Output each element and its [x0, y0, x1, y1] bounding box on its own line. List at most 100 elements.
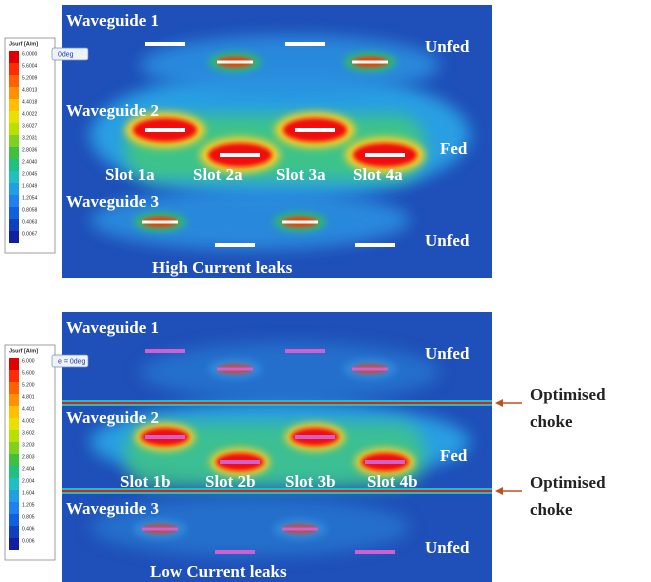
waveguide-label: Waveguide 3 [66, 192, 159, 211]
feed-state: Fed [440, 139, 468, 158]
waveguide-label: Waveguide 3 [66, 499, 159, 518]
view-tab-label: e = 0deg [58, 358, 86, 365]
annotation: Optimised [530, 385, 606, 404]
legend-swatch [9, 514, 19, 526]
waveguide-label: Waveguide 1 [66, 11, 159, 30]
slot [282, 527, 318, 531]
slot [355, 550, 395, 554]
legend-label: 0.805 [22, 514, 35, 520]
slot [215, 550, 255, 554]
field-region [125, 422, 425, 487]
legend-swatch [9, 454, 19, 466]
caption: High Current leaks [152, 258, 293, 277]
legend-label: 3.2031 [22, 135, 38, 141]
legend-swatch [9, 63, 19, 75]
feed-state: Unfed [425, 344, 470, 363]
slot-label: Slot 2b [205, 472, 256, 491]
legend-swatch [9, 442, 19, 454]
slot [282, 220, 318, 224]
legend-label: 2.404 [22, 466, 35, 472]
field-region [140, 35, 440, 95]
annotation: choke [530, 500, 573, 519]
slot [285, 349, 325, 353]
panel: Jsurf [A/m] 6.0000 5.6004 5.2009 4.8013 4.401… [4, 5, 492, 278]
slot [217, 367, 253, 371]
legend-label: 2.004 [22, 478, 35, 484]
legend-label: 5.2009 [22, 75, 38, 81]
heatmap [90, 35, 470, 250]
legend-swatch [9, 219, 19, 231]
legend-label: 0.0067 [22, 231, 38, 237]
legend-swatch [9, 526, 19, 538]
legend-swatch [9, 394, 19, 406]
legend-label: 6.0000 [22, 51, 38, 57]
legend-label: 0.8058 [22, 207, 38, 213]
slot [352, 60, 388, 64]
legend-label: 0.406 [22, 526, 35, 532]
legend-label: 4.002 [22, 418, 35, 424]
feed-state: Fed [440, 446, 468, 465]
legend-swatch [9, 430, 19, 442]
legend-swatch [9, 123, 19, 135]
feed-state: Unfed [425, 37, 470, 56]
legend-title: Jsurf [A/m] [9, 348, 38, 354]
slot [220, 460, 260, 464]
arrow-head [495, 399, 503, 407]
slot [352, 367, 388, 371]
legend-label: 6.000 [22, 358, 35, 364]
slot [142, 220, 178, 224]
field-region [90, 497, 410, 557]
legend-label: 4.401 [22, 406, 35, 412]
legend-label: 3.203 [22, 442, 35, 448]
caption: Low Current leaks [150, 562, 287, 581]
slot-label: Slot 3a [276, 165, 326, 184]
legend-label: 4.801 [22, 394, 35, 400]
legend-swatch [9, 358, 19, 370]
legend-swatch [9, 490, 19, 502]
slot [295, 435, 335, 439]
legend-label: 4.0022 [22, 111, 38, 117]
slot [295, 128, 335, 132]
legend-label: 2.803 [22, 454, 35, 460]
slot [145, 128, 185, 132]
waveguide-label: Waveguide 2 [66, 101, 159, 120]
field-region [140, 342, 440, 402]
annotation: Optimised [530, 473, 606, 492]
legend-label: 4.8013 [22, 87, 38, 93]
slot [355, 243, 395, 247]
legend-swatch [9, 135, 19, 147]
legend-label: 1.604 [22, 490, 35, 496]
legend-swatch [9, 99, 19, 111]
slot-label: Slot 3b [285, 472, 336, 491]
slot [145, 42, 185, 46]
slot [365, 153, 405, 157]
legend-swatch [9, 207, 19, 219]
legend-swatch [9, 406, 19, 418]
legend-swatch [9, 370, 19, 382]
legend-swatch [9, 502, 19, 514]
heatmap [62, 342, 492, 557]
legend-swatch [9, 231, 19, 243]
slot-label: Slot 1b [120, 472, 171, 491]
legend-label: 4.4018 [22, 99, 38, 105]
slot [217, 60, 253, 64]
legend-label: 1.6049 [22, 183, 38, 189]
legend-label: 5.600 [22, 370, 35, 376]
legend-label: 5.6004 [22, 63, 38, 69]
legend-label: 0.006 [22, 538, 35, 544]
legend-label: 1.2054 [22, 195, 38, 201]
slot [220, 153, 260, 157]
legend-swatch [9, 51, 19, 63]
legend-label: 0.4063 [22, 219, 38, 225]
view-tab [51, 354, 89, 368]
annotation: choke [530, 412, 573, 431]
slot [142, 527, 178, 531]
legend-swatch [9, 147, 19, 159]
slot-label: Slot 2a [193, 165, 243, 184]
legend-label: 3.602 [22, 430, 35, 436]
waveguide-label: Waveguide 2 [66, 408, 159, 427]
legend-swatch [9, 171, 19, 183]
legend-swatch [9, 478, 19, 490]
